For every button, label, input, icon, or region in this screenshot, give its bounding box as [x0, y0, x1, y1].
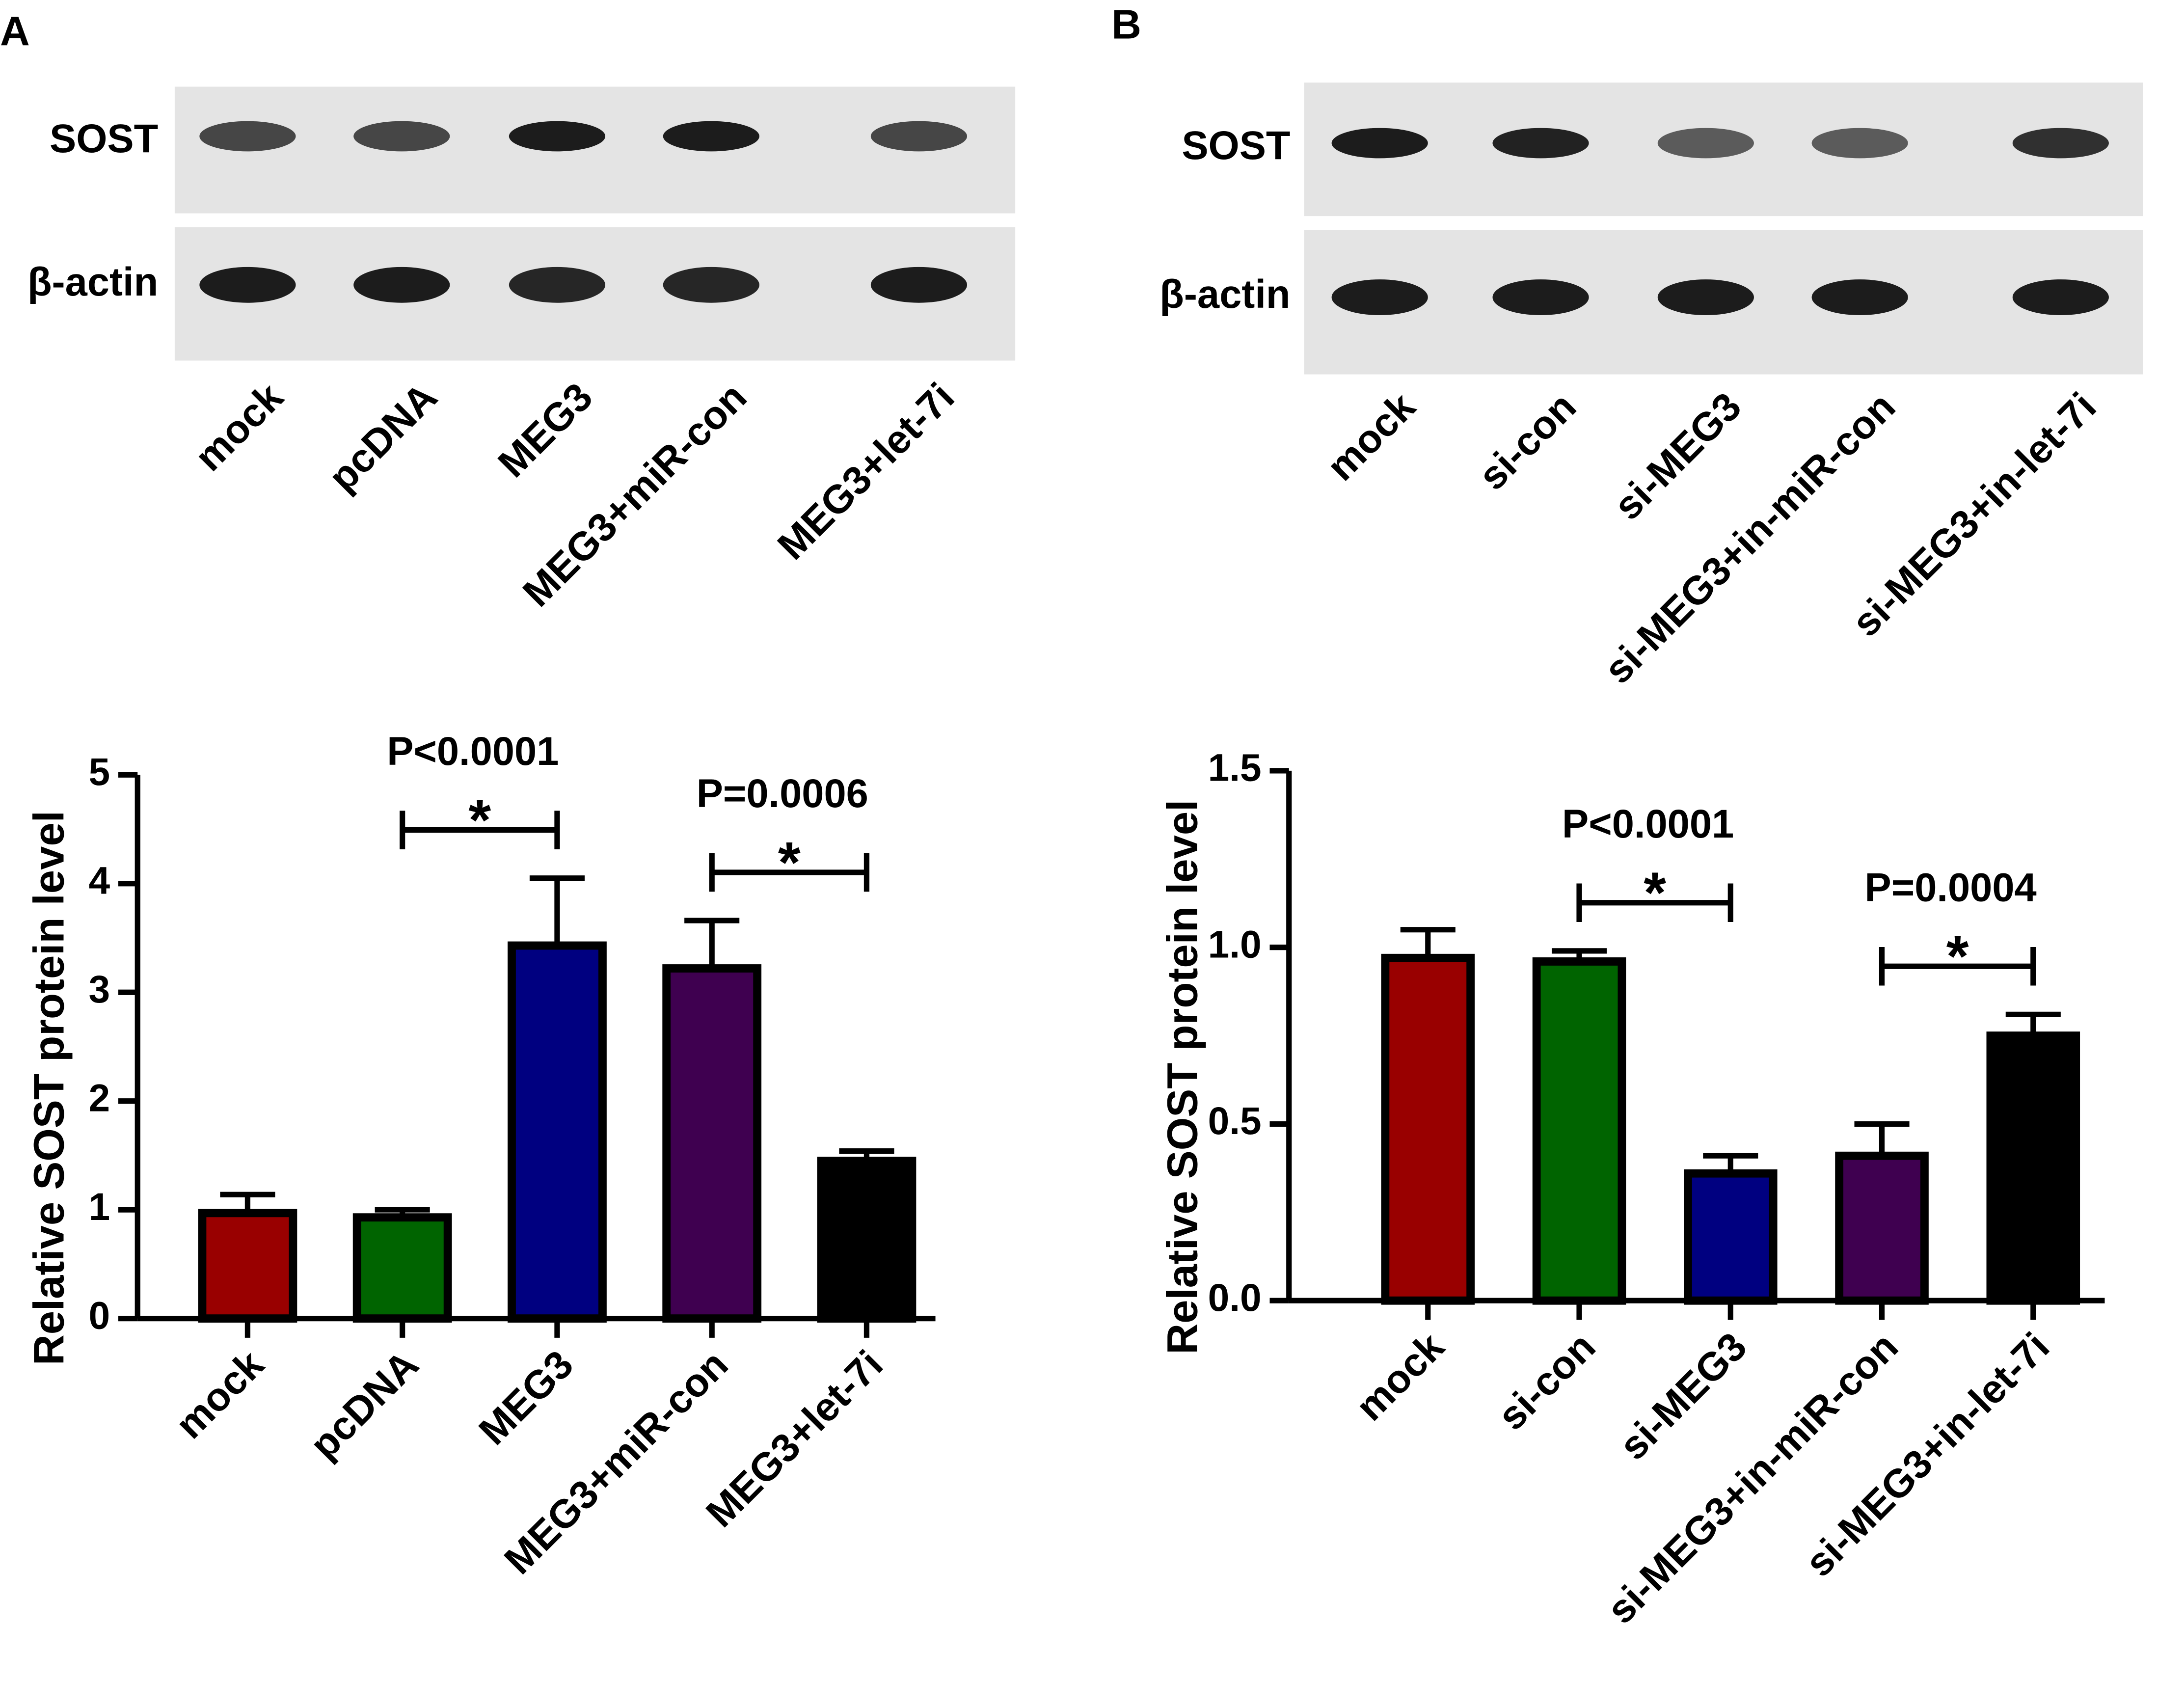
panel-label: A [0, 8, 30, 54]
bar [1532, 957, 1626, 1305]
y-tick-label: 2 [89, 1076, 110, 1119]
lane-label: si-con [1470, 384, 1585, 499]
p-value: P<0.0001 [1562, 802, 1734, 846]
blot-row-label: β-actin [27, 260, 158, 304]
blot-band [2012, 128, 2109, 159]
blot-band [1492, 128, 1589, 159]
significance-mark: * [1644, 860, 1666, 925]
y-tick-label: 5 [89, 750, 110, 793]
blot-band [199, 267, 296, 303]
blot-band [353, 121, 450, 152]
bar [508, 941, 607, 1323]
blot-band [1811, 128, 1908, 159]
lane-label: pcDNA [320, 375, 446, 500]
bar [198, 1209, 297, 1323]
lane-label: MEG3 [489, 375, 601, 486]
y-tick-label: 1 [89, 1185, 110, 1228]
y-axis-label: Relative SOST protein level [25, 811, 73, 1365]
significance-mark: * [778, 830, 801, 895]
bar [817, 1157, 917, 1323]
y-tick-label: 1.0 [1208, 922, 1262, 966]
lane-label: si-MEG3 [1605, 384, 1750, 528]
blot-row-label: β-actin [1159, 272, 1290, 317]
blot-band [509, 267, 606, 303]
blot-band [1331, 128, 1428, 159]
blot-band [509, 121, 606, 152]
lane-label: mock [187, 374, 292, 480]
blot-strip [174, 86, 1016, 214]
blot-band [870, 267, 968, 303]
lane-label: MEG3+let-7i [769, 375, 963, 569]
bar [662, 964, 762, 1323]
blot-band [1811, 279, 1908, 315]
y-axis-label: Relative SOST protein level [1159, 800, 1207, 1355]
blot-row-label: SOST [50, 116, 158, 161]
p-value: P<0.0001 [387, 729, 559, 774]
p-value: P=0.0004 [1865, 866, 2037, 910]
blot-band [2012, 279, 2109, 315]
bar [1381, 953, 1475, 1305]
blot-band [353, 267, 450, 303]
x-tick-label: si-con [1489, 1324, 1604, 1439]
x-tick-label: mock [1348, 1324, 1453, 1429]
bar [1835, 1151, 1929, 1305]
blot-band [1657, 279, 1754, 315]
lane-label: mock [1319, 384, 1424, 489]
y-tick-label: 1.5 [1208, 746, 1262, 789]
bar [1684, 1169, 1778, 1305]
blot-band [199, 121, 296, 152]
y-tick-label: 0.5 [1208, 1099, 1262, 1142]
panel-label: B [1111, 1, 1141, 47]
blot-band [870, 121, 968, 152]
significance-mark: * [1946, 923, 1969, 988]
x-tick-label: MEG3 [470, 1342, 582, 1453]
blot-band [1492, 279, 1589, 315]
significance-mark: * [468, 787, 491, 852]
x-tick-label: si-MEG3 [1611, 1324, 1755, 1468]
blot-band [1331, 279, 1428, 315]
y-tick-label: 4 [89, 859, 110, 902]
lane-label: si-MEG3+in-miR-con [1596, 384, 1904, 692]
x-tick-label: si-MEG3+in-miR-con [1598, 1324, 1907, 1632]
y-tick-label: 3 [89, 968, 110, 1011]
x-tick-label: mock [167, 1342, 272, 1447]
y-tick-label: 0.0 [1208, 1276, 1262, 1319]
blot-band [663, 267, 759, 303]
y-tick-label: 0 [89, 1294, 110, 1337]
x-tick-label: pcDNA [301, 1342, 427, 1467]
p-value: P=0.0006 [697, 771, 868, 816]
bar [352, 1213, 452, 1323]
blot-band [1657, 128, 1754, 159]
bar [1986, 1031, 2080, 1305]
blot-band [663, 121, 759, 152]
blot-row-label: SOST [1182, 123, 1290, 168]
